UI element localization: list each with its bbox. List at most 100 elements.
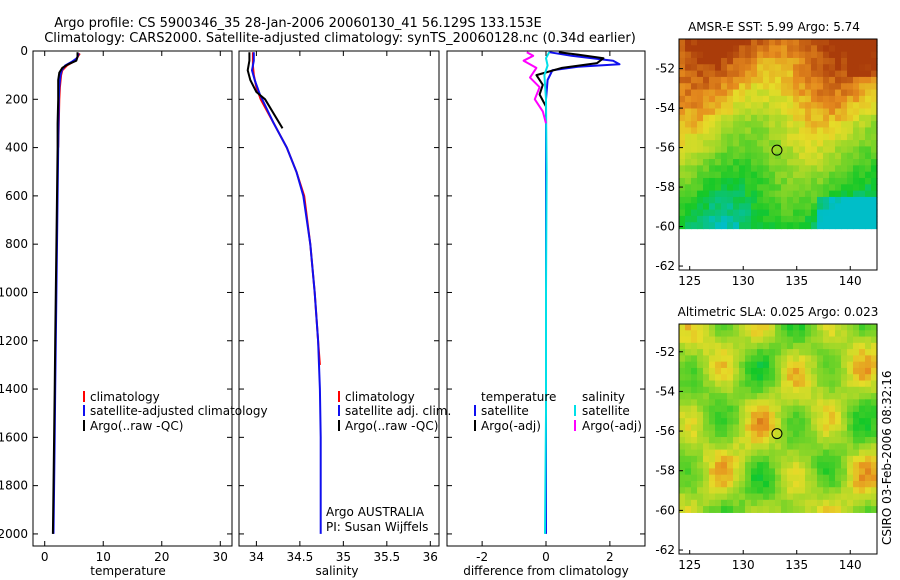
sla_map-cell [835,386,842,394]
sst_map-cell [721,171,728,179]
sla_map-cell [865,418,872,426]
sla_map-cell [757,349,764,356]
sla_map-cell [733,342,740,350]
sst_map-cell [685,51,692,59]
sst_map-cell [697,108,704,116]
sst_map-cell [721,177,728,185]
sla_map-cell [781,480,788,488]
sst_map-cell [787,57,794,65]
sla_map-cell [703,367,710,375]
sla_map-cell [709,386,716,394]
sla_map-cell [811,411,818,419]
sst_map-cell [823,76,830,84]
sla_map-cell [685,336,692,344]
sla_map-cell [775,480,782,488]
sst_map-cell [859,57,866,65]
sst_map-cell [781,171,788,179]
sla_map-cell [751,462,758,470]
sla_map-cell [847,336,854,344]
sst_map-cell [859,95,866,103]
sla_map-cell [817,355,824,363]
sla_map-cell [805,480,812,488]
sla_map-cell [829,462,836,470]
sla_map-cell [835,342,842,350]
sst_map-cell [763,209,770,217]
sst_map-cell [871,209,878,217]
sla_map-cell [763,386,770,394]
sla_map-cell [811,380,818,388]
sst_map-cell [871,76,878,84]
sla_map-cell [871,455,878,463]
sla_map-cell [805,499,812,507]
sst_map-cell [709,108,716,116]
sla_map-cell [787,449,794,457]
sst_map-cell [721,152,728,160]
sst_map-cell [727,45,734,53]
sst_map-cell [739,64,746,72]
sst_map-cell [691,102,698,110]
temperature-xlabel: temperature [90,564,165,578]
sst_map-cell [811,127,818,135]
sla_map-cell [793,355,800,363]
sla_map-cell [871,506,878,513]
sst_map-cell [703,171,710,179]
sla_map-cell [715,449,722,457]
sst_map-cell [823,222,830,230]
sst_map-cell [757,203,764,211]
sla_map-cell [757,499,764,507]
sla_map-cell [841,499,848,507]
sst_map-cell [679,140,686,148]
sla_map-cell [793,418,800,426]
sla_map-cell [823,342,830,350]
sst_map-cell [685,70,692,78]
sla_map-cell [715,349,722,356]
sst_map-cell [841,184,848,192]
sst_map-cell [763,45,770,53]
sla_map-cell [823,430,830,438]
sst_map-cell [775,114,782,122]
sla_map-cell [841,443,848,451]
sst_map-cell [847,127,854,135]
sst_map-cell [703,121,710,129]
sla_map-cell [805,418,812,426]
sst_map-cell [757,70,764,78]
sst_map-cell [817,184,824,192]
sla_map-cell [691,499,698,507]
sst_map-cell [763,152,770,160]
sla_map-cell [871,336,878,344]
sst_map-cell [727,127,734,135]
sla_map-cell [871,342,878,350]
sst_map-cell [799,51,806,59]
sst_map-cell [799,222,806,230]
sst_map-cell [775,165,782,173]
sst_map-cell [769,177,776,185]
sla_map-cell [727,405,734,413]
sst_map-cell [817,51,824,59]
sst_map-cell [709,64,716,72]
sst_map-cell [865,114,872,122]
sla_map-cell [715,399,722,407]
sla_map-cell [829,499,836,507]
sst_map-cell [775,121,782,129]
sst_map-cell [733,165,740,173]
temperature-plot-frame [32,50,233,547]
sst_map-cell [757,57,764,65]
sst_map-cell [865,57,872,65]
sst_map-cell [853,209,860,217]
sst_map-cell [739,57,746,65]
sla-map-title: Altimetric SLA: 0.025 Argo: 0.023 [678,305,879,319]
sla_map-cell [847,411,854,419]
sst_map-cell [751,57,758,65]
sla_map-cell [865,424,872,432]
sst_map-cell [769,165,776,173]
sla_map-cell [787,455,794,463]
sla_map-cell [853,493,860,501]
sst_map-cell [823,215,830,223]
sst_map-cell [799,121,806,129]
sla_map-cell [685,355,692,363]
sst_map-cell [733,171,740,179]
sla_map-cell [745,499,752,507]
sst_map-cell [853,152,860,160]
sst_map-cell [757,190,764,198]
sla_map-cell [787,506,794,513]
